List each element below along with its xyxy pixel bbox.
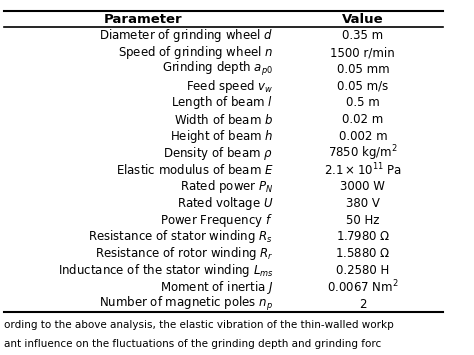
Text: Height of beam $h$: Height of beam $h$ (170, 128, 273, 145)
Text: Rated power $P_N$: Rated power $P_N$ (180, 178, 273, 195)
Text: 50 Hz: 50 Hz (346, 214, 380, 227)
Text: Resistance of rotor winding $R_r$: Resistance of rotor winding $R_r$ (94, 245, 273, 262)
Text: 1.7980 $\Omega$: 1.7980 $\Omega$ (336, 230, 390, 244)
Text: $2.1 \times 10^{11}$ Pa: $2.1 \times 10^{11}$ Pa (324, 162, 402, 178)
Text: ant influence on the fluctuations of the grinding depth and grinding forc: ant influence on the fluctuations of the… (4, 339, 382, 349)
Text: Moment of inertia $J$: Moment of inertia $J$ (160, 279, 273, 296)
Text: ording to the above analysis, the elastic vibration of the thin-walled workp: ording to the above analysis, the elasti… (4, 320, 394, 329)
Text: 3000 W: 3000 W (340, 180, 385, 193)
Text: Width of beam $b$: Width of beam $b$ (174, 113, 273, 127)
Text: 2: 2 (359, 297, 366, 311)
Text: Parameter: Parameter (104, 12, 182, 26)
Text: Power Frequency $f$: Power Frequency $f$ (160, 212, 273, 229)
Text: 1.5880 $\Omega$: 1.5880 $\Omega$ (335, 247, 391, 260)
Text: 380 V: 380 V (346, 197, 380, 210)
Text: 0.5 m: 0.5 m (346, 96, 380, 109)
Text: Density of beam $\rho$: Density of beam $\rho$ (164, 144, 273, 162)
Text: 0.002 m: 0.002 m (338, 130, 387, 143)
Text: 0.35 m: 0.35 m (342, 29, 383, 42)
Text: 0.0067 Nm$^2$: 0.0067 Nm$^2$ (327, 279, 399, 296)
Text: 7850 kg/m$^2$: 7850 kg/m$^2$ (328, 143, 398, 163)
Text: Feed speed $v_w$: Feed speed $v_w$ (186, 78, 273, 94)
Text: Value: Value (342, 12, 383, 26)
Text: Inductance of the stator winding $L_{ms}$: Inductance of the stator winding $L_{ms}… (57, 262, 273, 279)
Text: 1500 r/min: 1500 r/min (330, 46, 395, 59)
Text: Resistance of stator winding $R_s$: Resistance of stator winding $R_s$ (88, 229, 273, 245)
Text: 0.05 mm: 0.05 mm (337, 63, 389, 76)
Text: Number of magnetic poles $n_p$: Number of magnetic poles $n_p$ (99, 295, 273, 313)
Text: 0.05 m/s: 0.05 m/s (337, 80, 389, 93)
Text: 0.2580 H: 0.2580 H (336, 264, 390, 277)
Text: Elastic modulus of beam $E$: Elastic modulus of beam $E$ (116, 163, 273, 177)
Text: Length of beam $l$: Length of beam $l$ (172, 94, 273, 111)
Text: Grinding depth $a_{p0}$: Grinding depth $a_{p0}$ (162, 60, 273, 78)
Text: 0.02 m: 0.02 m (342, 113, 383, 126)
Text: Diameter of grinding wheel $d$: Diameter of grinding wheel $d$ (99, 27, 273, 44)
Text: Rated voltage $U$: Rated voltage $U$ (177, 195, 273, 212)
Text: Speed of grinding wheel $n$: Speed of grinding wheel $n$ (118, 44, 273, 61)
